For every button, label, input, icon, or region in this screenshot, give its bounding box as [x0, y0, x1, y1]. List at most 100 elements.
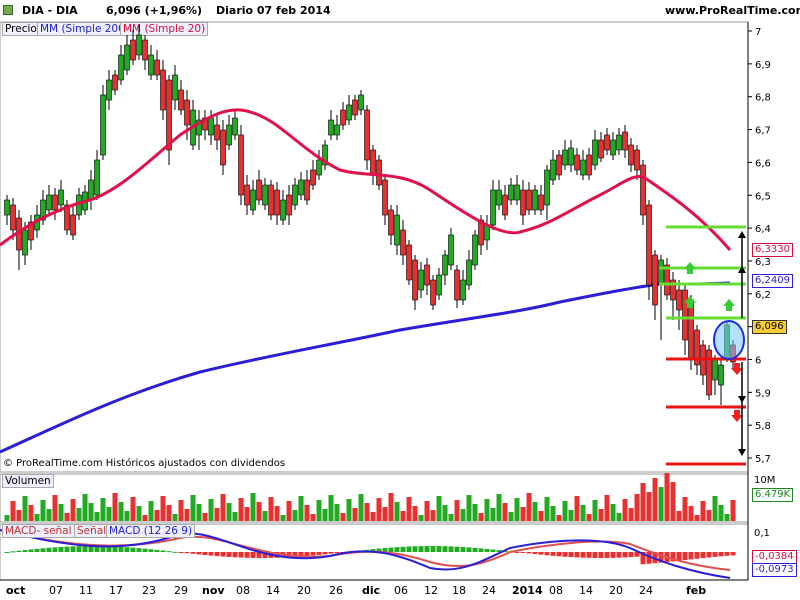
macd-bar — [202, 552, 208, 556]
volume-bar — [466, 495, 472, 521]
y-tick-label: 6,8 — [755, 93, 771, 104]
volume-bar — [436, 496, 442, 521]
candle-body — [250, 189, 256, 211]
macd-bar — [64, 546, 70, 552]
macd-label[interactable]: MACD (12 26 9) — [106, 524, 196, 538]
x-axis-label: 18 — [452, 584, 466, 597]
volume-bar — [682, 497, 688, 521]
macd-bar — [274, 552, 280, 558]
macd-bar — [646, 552, 652, 564]
macd-bar — [262, 552, 268, 558]
volume-bar — [298, 496, 304, 521]
macd-bar — [154, 549, 160, 552]
volume-bar — [358, 494, 364, 521]
macd-bar — [70, 546, 76, 552]
volume-bar — [568, 510, 574, 521]
macd-bar — [628, 552, 634, 558]
macd-bar — [322, 552, 328, 555]
macd-bar — [244, 552, 250, 558]
macd-bar — [478, 548, 484, 552]
candle-body — [400, 229, 406, 256]
macd-bar — [106, 546, 112, 552]
macd-bar — [622, 552, 628, 558]
candle-body — [352, 99, 358, 116]
volume-bar — [544, 497, 550, 521]
volume-bar — [340, 513, 346, 521]
x-axis-label: 20 — [609, 584, 623, 597]
tag-volume: 6.479K — [752, 488, 794, 502]
volume-bar — [520, 507, 526, 521]
candle-body — [304, 179, 310, 201]
candle-body — [58, 189, 64, 206]
macd-bar — [22, 550, 28, 552]
macd-bar — [670, 552, 676, 562]
macd-bar — [52, 547, 58, 552]
candle-body — [52, 194, 58, 211]
volume-label[interactable]: Volumen — [2, 474, 54, 488]
macd-bar — [700, 552, 706, 559]
candle-body — [448, 234, 454, 266]
volume-bar — [616, 513, 622, 521]
volume-bar — [730, 500, 736, 521]
site-link[interactable]: www.ProRealTime.com — [665, 4, 800, 17]
candle-body — [316, 159, 322, 176]
tag-macd-1: -0,0384 — [752, 550, 797, 564]
signal-label[interactable]: Señal — [74, 524, 110, 538]
candle-body — [694, 329, 700, 366]
volume-bar — [724, 514, 730, 521]
candle-body — [502, 194, 508, 216]
candle-body — [532, 189, 538, 211]
macd-bar — [448, 546, 454, 552]
tag-price: 6,096 — [752, 320, 787, 334]
volume-tick: 10M — [754, 475, 776, 486]
volume-bar — [310, 514, 316, 521]
macd-histogram — [4, 546, 736, 565]
macd-bar — [190, 552, 196, 554]
candle-body — [136, 34, 142, 56]
macd-signal-label[interactable]: MACD- señal — [2, 524, 75, 538]
volume-bar — [490, 508, 496, 521]
x-axis-label: 24 — [639, 584, 653, 597]
macd-bar — [118, 546, 124, 552]
volume-bar — [352, 508, 358, 521]
volume-bar — [538, 511, 544, 521]
volume-bar — [10, 501, 16, 521]
candle-body — [148, 54, 154, 76]
candle-body — [622, 131, 628, 151]
volume-bar — [322, 509, 328, 521]
y-tick-label: 6,4 — [755, 224, 771, 235]
volume-bar — [202, 513, 208, 521]
macd-bar — [208, 552, 214, 556]
macd-bar — [214, 552, 220, 557]
candle-body — [364, 109, 370, 161]
candle-body — [544, 169, 550, 206]
macd-bar — [400, 546, 406, 552]
macd-bar — [706, 552, 712, 558]
macd-bar — [250, 552, 256, 558]
x-axis-label: dic — [362, 584, 381, 597]
candle-body — [382, 179, 388, 216]
volume-bar — [628, 508, 634, 521]
volume-bar — [550, 506, 556, 521]
candle-body — [514, 184, 520, 201]
candle-body — [244, 184, 250, 206]
macd-bar — [694, 552, 700, 559]
up-arrow-2 — [723, 299, 735, 311]
volume-bar — [658, 487, 664, 521]
macd-bar — [196, 552, 202, 555]
candle-body — [388, 209, 394, 236]
candle-body — [664, 264, 670, 296]
volume-bar — [448, 514, 454, 521]
legend-price[interactable]: Precio — [2, 22, 40, 36]
volume-bar — [634, 494, 640, 521]
macd-bar — [520, 552, 526, 553]
macd-tick: 0,1 — [754, 528, 770, 539]
bar-chart-icon[interactable] — [3, 5, 13, 15]
macd-bar — [388, 547, 394, 552]
candle-body — [670, 279, 676, 301]
candle-body — [682, 289, 688, 341]
y-tick-label: 6,9 — [755, 60, 771, 71]
volume-bar — [154, 510, 160, 521]
mm20-line — [0, 108, 732, 251]
macd-bar — [712, 552, 718, 557]
